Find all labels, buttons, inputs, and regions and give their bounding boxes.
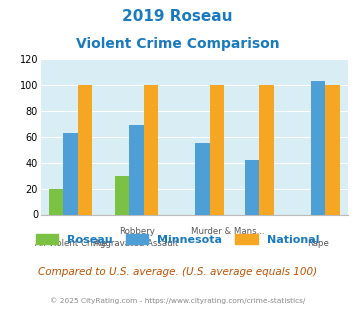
Bar [63, 133, 78, 214]
Text: Violent Crime Comparison: Violent Crime Comparison [76, 37, 279, 51]
Bar [129, 125, 144, 214]
Bar [49, 189, 63, 214]
Text: Compared to U.S. average. (U.S. average equals 100): Compared to U.S. average. (U.S. average … [38, 267, 317, 277]
Text: Murder & Mans...: Murder & Mans... [191, 227, 264, 236]
Bar [195, 144, 210, 214]
Bar [115, 176, 129, 214]
Legend: Roseau, Minnesota, National: Roseau, Minnesota, National [36, 234, 319, 245]
Bar [78, 85, 92, 214]
Text: 2019 Roseau: 2019 Roseau [122, 9, 233, 24]
Text: Robbery: Robbery [119, 227, 154, 236]
Text: All Violent Crime: All Violent Crime [35, 239, 106, 248]
Text: © 2025 CityRating.com - https://www.cityrating.com/crime-statistics/: © 2025 CityRating.com - https://www.city… [50, 297, 305, 304]
Text: Rape: Rape [307, 239, 329, 248]
Bar [326, 85, 340, 214]
Bar [260, 85, 274, 214]
Bar [245, 160, 260, 214]
Bar [210, 85, 224, 214]
Bar [311, 82, 326, 214]
Bar [144, 85, 158, 214]
Text: Aggravated Assault: Aggravated Assault [94, 239, 179, 248]
